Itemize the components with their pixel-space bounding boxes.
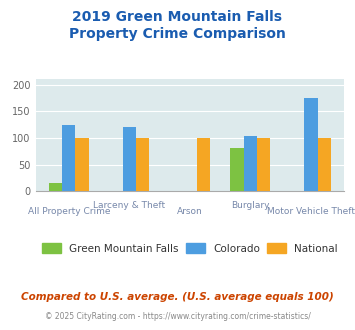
Text: Arson: Arson — [177, 208, 203, 216]
Text: 2019 Green Mountain Falls
Property Crime Comparison: 2019 Green Mountain Falls Property Crime… — [69, 10, 286, 41]
Text: Motor Vehicle Theft: Motor Vehicle Theft — [267, 208, 355, 216]
Bar — [197, 138, 210, 191]
Text: Burglary: Burglary — [231, 201, 270, 210]
Bar — [304, 98, 318, 191]
Bar — [318, 138, 331, 191]
Bar — [49, 183, 62, 191]
Bar — [230, 148, 244, 191]
Text: Compared to U.S. average. (U.S. average equals 100): Compared to U.S. average. (U.S. average … — [21, 292, 334, 302]
Bar — [76, 138, 89, 191]
Legend: Green Mountain Falls, Colorado, National: Green Mountain Falls, Colorado, National — [38, 239, 342, 258]
Text: © 2025 CityRating.com - https://www.cityrating.com/crime-statistics/: © 2025 CityRating.com - https://www.city… — [45, 312, 310, 321]
Text: All Property Crime: All Property Crime — [28, 208, 110, 216]
Bar — [62, 125, 76, 191]
Bar — [257, 138, 271, 191]
Text: Larceny & Theft: Larceny & Theft — [93, 201, 165, 210]
Bar — [123, 127, 136, 191]
Bar — [136, 138, 149, 191]
Bar — [244, 136, 257, 191]
